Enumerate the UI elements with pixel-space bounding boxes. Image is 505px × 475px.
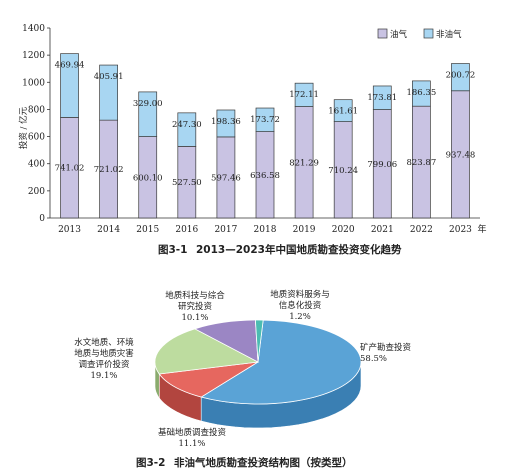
bar-legend: 油气 非油气 [377, 28, 462, 40]
x-tick-label: 2021 [371, 225, 394, 235]
bar-data-label: 405.91 [94, 72, 124, 82]
bar-axes: 0 200 400 600 800 1000 1200 1400 2013 2014 2015 201… [22, 24, 486, 235]
bar-segment-non-oil-gas [412, 80, 431, 107]
x-tick-label: 2013 [58, 225, 81, 235]
pie-slice-label: 地质科技与综合 [165, 290, 225, 301]
bar-data-label: 161.61 [328, 107, 358, 117]
legend-label: 油气 [390, 29, 408, 40]
x-axis-unit: 年 [477, 223, 486, 235]
pie-slice-label: 基础地质调查投资 [158, 427, 227, 438]
y-tick-label: 400 [28, 160, 45, 170]
bar-series: 741.02 469.94 721.02 405.91 600.10 329.00 527.… [55, 53, 476, 219]
y-tick-label: 200 [28, 187, 45, 197]
bar-data-label: 527.50 [172, 178, 202, 188]
x-tick-label: 2023 [449, 225, 472, 235]
bar-data-label: 710.24 [328, 166, 358, 176]
x-tick-label: 2018 [254, 225, 277, 235]
pie-caption: 图3-2 非油气地质勘查投资结构图（按类型） [136, 456, 353, 469]
pie-slice [158, 361, 259, 398]
x-tick-label: 2020 [332, 225, 355, 235]
legend-label: 非油气 [436, 29, 462, 40]
bar-segment-non-oil-gas [372, 85, 392, 110]
pie-slice-percent: 1.2% [289, 312, 311, 322]
pie-slice [200, 319, 362, 405]
x-tick-label: 2019 [293, 225, 316, 235]
pie-slice-label: 地质资料服务与 [270, 289, 330, 300]
bar-data-label: 173.72 [250, 115, 280, 125]
bar-caption-title: 2013—2023年中国地质勘查投资变化趋势 [196, 243, 402, 256]
pie-slice [254, 319, 264, 363]
pie-slice-label: 地质与地质灾害 [74, 348, 134, 359]
pie-slice [154, 328, 260, 375]
y-tick-label: 1200 [22, 51, 45, 61]
bar-data-label: 247.30 [172, 120, 202, 130]
bar-caption-number: 图3-1 [158, 244, 187, 256]
pie-slice-label: 矿产勘查投资 [360, 342, 412, 353]
pie-slice-label: 信息化投资 [279, 300, 322, 311]
y-tick-label: 600 [28, 133, 45, 143]
legend-swatch [423, 28, 434, 39]
bar-data-label: 600.10 [133, 173, 163, 183]
y-tick-label: 1400 [22, 24, 45, 34]
bar-data-label: 636.58 [250, 171, 280, 181]
y-tick-label: 800 [28, 105, 45, 115]
bar-data-label: 741.02 [55, 164, 85, 174]
bar-data-label: 597.46 [211, 173, 241, 183]
bar-data-label: 721.02 [94, 165, 124, 175]
bar-data-label: 799.06 [367, 160, 397, 170]
bar-segment-non-oil-gas [294, 82, 314, 107]
pie-slice-percent: 19.1% [90, 371, 117, 381]
bar-data-label: 821.29 [289, 158, 319, 168]
bar-data-label: 198.36 [211, 117, 241, 127]
y-tick-label: 1000 [22, 78, 45, 88]
bar-data-label: 200.72 [446, 71, 476, 81]
pie-slice-label: 研究投资 [178, 301, 213, 312]
x-tick-label: 2015 [136, 225, 159, 235]
pie-slice-percent: 58.5% [360, 354, 387, 364]
bar-data-label: 823.87 [406, 158, 436, 168]
bar-chart: 0 200 400 600 800 1000 1200 1400 2013 2014 2015 201… [18, 24, 486, 256]
bar-segment-non-oil-gas [177, 112, 197, 147]
bar-segment-non-oil-gas [451, 63, 470, 92]
y-axis-label: 投资 / 亿元 [18, 106, 29, 149]
legend-swatch [377, 28, 388, 39]
pie-slice-label: 调查评价投资 [78, 359, 130, 370]
x-tick-label: 2016 [175, 225, 198, 235]
bar-data-label: 329.00 [133, 99, 163, 109]
y-tick-label: 0 [39, 214, 45, 224]
x-tick-label: 2017 [214, 225, 237, 235]
pie-slice-percent: 10.1% [181, 313, 208, 323]
bar-segment-non-oil-gas [216, 109, 236, 138]
pie-slice-label: 水文地质、环境 [74, 337, 134, 348]
pie-caption-number: 图3-2 [136, 457, 165, 469]
bar-data-label: 469.94 [55, 61, 85, 71]
bar-caption: 图3-1 2013—2023年中国地质勘查投资变化趋势 [158, 243, 402, 256]
bar-segment-non-oil-gas [255, 107, 275, 132]
pie-caption-title: 非油气地质勘查投资结构图（按类型） [174, 456, 353, 469]
bar-segment-non-oil-gas [99, 64, 118, 121]
bar-data-label: 172.11 [289, 90, 319, 100]
bar-data-label: 937.48 [446, 150, 476, 160]
bar-segment-non-oil-gas [138, 91, 158, 137]
bar-segment-non-oil-gas [60, 53, 79, 118]
x-tick-label: 2022 [410, 225, 433, 235]
pie-slice-percent: 11.1% [178, 439, 205, 449]
pie-slices [154, 319, 362, 405]
bar-segment-non-oil-gas [333, 99, 353, 122]
x-tick-label: 2014 [97, 225, 120, 235]
bar-data-label: 173.81 [367, 93, 397, 103]
bar-data-label: 186.35 [406, 88, 436, 98]
